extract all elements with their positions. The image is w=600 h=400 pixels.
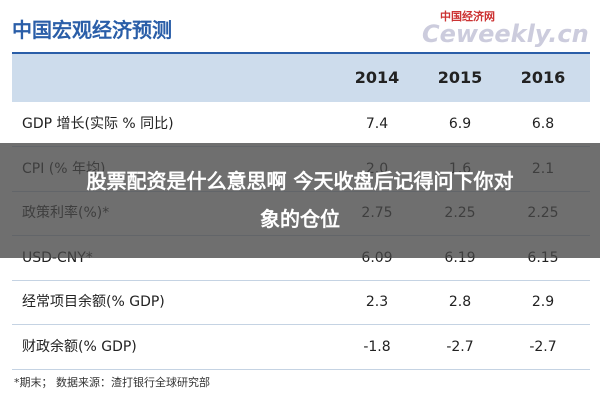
watermark-logo: 中国经济网 (440, 10, 495, 23)
row-label: 财政余额(% GDP) (22, 338, 137, 355)
cell: -2.7 (446, 338, 474, 355)
cell: 6.8 (531, 116, 555, 132)
column-header: 2016 (520, 68, 566, 87)
column-header: 2014 (354, 68, 400, 87)
table-row: GDP 增长(实际 % 同比) 7.4 6.9 6.8 (12, 102, 590, 147)
cell: -2.7 (529, 338, 557, 355)
column-header: 2015 (437, 68, 483, 87)
cell: -1.8 (363, 338, 391, 355)
banner-text: 象的仓位 (260, 207, 340, 231)
banner-text: 股票配资是什么意思啊 今天收盘后记得问下你对 (86, 169, 514, 193)
cell: 2.9 (531, 294, 555, 310)
watermark: Ceweekly.cn (422, 20, 589, 48)
cell: 6.9 (448, 116, 472, 132)
footnote: *期末； 数据来源：渣打银行全球研究部 (14, 376, 210, 389)
title: 中国宏观经济预测 (12, 18, 172, 42)
table-row: 经常项目余额(% GDP) 2.3 2.8 2.9 (12, 280, 590, 325)
cell: 2.8 (448, 294, 472, 310)
table-row: 财政余额(% GDP) -1.8 -2.7 -2.7 (12, 325, 590, 370)
table-header: 2014 2015 2016 (12, 54, 590, 102)
row-label: GDP 增长(实际 % 同比) (22, 116, 174, 132)
row-label: 经常项目余额(% GDP) (22, 294, 165, 310)
cell: 2.3 (365, 294, 389, 310)
banner: 股票配资是什么意思啊 今天收盘后记得问下你对 象的仓位 (0, 143, 600, 258)
cell: 7.4 (365, 116, 389, 132)
